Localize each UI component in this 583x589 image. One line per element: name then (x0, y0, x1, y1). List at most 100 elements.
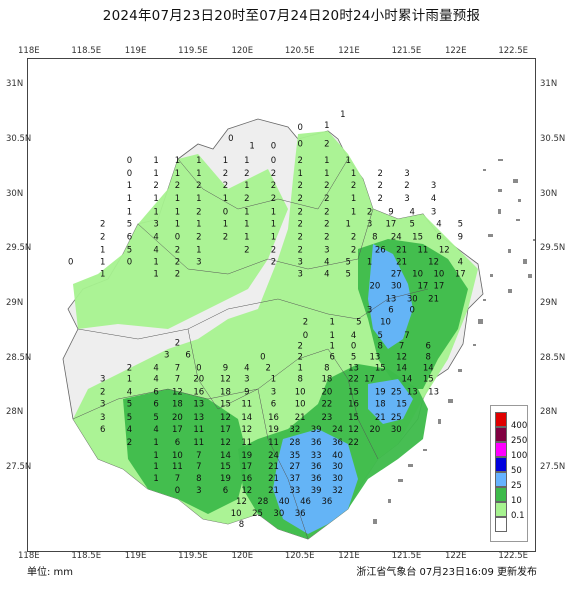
station-value: 4 (153, 364, 158, 374)
station-value: 2 (378, 194, 383, 204)
station-value: 2 (351, 232, 356, 242)
station-value: 2 (324, 194, 329, 204)
island-mark (483, 299, 486, 301)
legend-level: 0.1 (511, 511, 525, 521)
legend-level: 100 (511, 451, 528, 461)
station-value: 39 (311, 486, 322, 496)
station-value: 0 (271, 156, 276, 166)
station-value: 1 (271, 219, 276, 229)
station-value: 12 (220, 438, 231, 448)
station-value: 4 (127, 388, 132, 398)
station-value: 32 (289, 425, 300, 435)
station-value: 2 (175, 246, 180, 256)
station-value: 27 (391, 270, 402, 280)
station-value: 11 (268, 438, 279, 448)
station-value: 6 (388, 306, 393, 316)
station-value: 30 (332, 462, 343, 472)
station-value: 2 (223, 169, 228, 179)
y-tick-right: 31N (540, 79, 558, 90)
x-tick-bottom: 120E (231, 551, 254, 561)
station-value: 7 (175, 474, 180, 484)
legend-swatch (495, 487, 507, 502)
station-value: 40 (279, 497, 290, 507)
y-tick-right: 29N (540, 298, 558, 308)
station-value: 5 (127, 400, 132, 410)
station-value: 1 (153, 462, 158, 472)
station-value: 35 (289, 451, 300, 461)
station-value: 0 (303, 331, 308, 341)
y-tick-left: 29N (6, 298, 24, 308)
station-value: 3 (164, 350, 169, 360)
station-value: 37 (289, 474, 300, 484)
island-mark (513, 179, 518, 183)
legend-swatch (495, 502, 507, 517)
station-value: 5 (127, 413, 132, 423)
station-value: 2 (297, 342, 302, 352)
station-value: 3 (100, 400, 105, 410)
station-value: 1 (244, 232, 249, 242)
station-value: 16 (193, 388, 204, 398)
station-value: 3 (404, 194, 409, 204)
station-value: 5 (153, 413, 158, 423)
station-value: 13 (428, 388, 439, 398)
station-value: 17 (241, 462, 252, 472)
station-value: 10 (434, 270, 445, 280)
station-value: 1 (297, 364, 302, 374)
station-value: 3 (367, 219, 372, 229)
station-value: 1 (244, 207, 249, 217)
y-tick-right: 28.5N (540, 352, 566, 363)
station-value: 6 (329, 353, 334, 363)
station-value: 21 (268, 474, 279, 484)
station-value: 17 (418, 282, 429, 292)
station-value: 2 (127, 364, 132, 374)
y-tick-right: 30N (540, 188, 558, 199)
station-value: 12 (220, 413, 231, 423)
moderate-rain-zone-lishui (123, 389, 248, 514)
station-value: 1 (153, 169, 158, 179)
station-value: 2 (367, 207, 372, 217)
station-value: 0 (228, 134, 233, 144)
station-value: 5 (345, 270, 350, 280)
station-value: 9 (388, 207, 393, 217)
station-value: 2 (175, 338, 180, 348)
station-value: 1 (351, 169, 356, 179)
station-value: 13 (193, 413, 204, 423)
island-mark (498, 159, 503, 161)
legend-level: 250 (511, 436, 528, 446)
station-value: 33 (289, 486, 300, 496)
station-value: 4 (324, 270, 329, 280)
station-value: 7 (175, 364, 180, 374)
station-value: 1 (196, 156, 201, 166)
station-value: 14 (423, 364, 434, 374)
station-value: 2 (351, 246, 356, 256)
station-value: 1 (223, 219, 228, 229)
station-value: 1 (340, 110, 345, 120)
station-value: 1 (345, 156, 350, 166)
station-value: 2 (297, 246, 302, 256)
station-value: 2 (271, 258, 276, 268)
x-tick-top: 120E (231, 46, 254, 56)
legend-level: 50 (511, 466, 522, 476)
station-value: 2 (351, 181, 356, 191)
island-mark (398, 479, 403, 482)
station-value: 26 (375, 246, 386, 256)
station-value: 1 (244, 156, 249, 166)
station-value: 7 (175, 375, 180, 385)
station-value: 2 (100, 232, 105, 242)
station-value: 2 (127, 438, 132, 448)
island-mark (508, 289, 512, 293)
island-mark (498, 189, 502, 192)
station-value: 1 (367, 258, 372, 268)
y-tick-left: 29.5N (6, 243, 32, 254)
station-value: 2 (297, 353, 302, 363)
station-value: 24 (391, 232, 402, 242)
station-value: 18 (321, 375, 332, 385)
station-value: 2 (196, 207, 201, 217)
station-value: 36 (332, 438, 343, 448)
station-value: 30 (407, 295, 418, 305)
y-tick-left: 30.5N (6, 134, 32, 144)
x-tick-top: 121.5E (391, 46, 422, 56)
y-tick-left: 28.5N (6, 352, 32, 363)
